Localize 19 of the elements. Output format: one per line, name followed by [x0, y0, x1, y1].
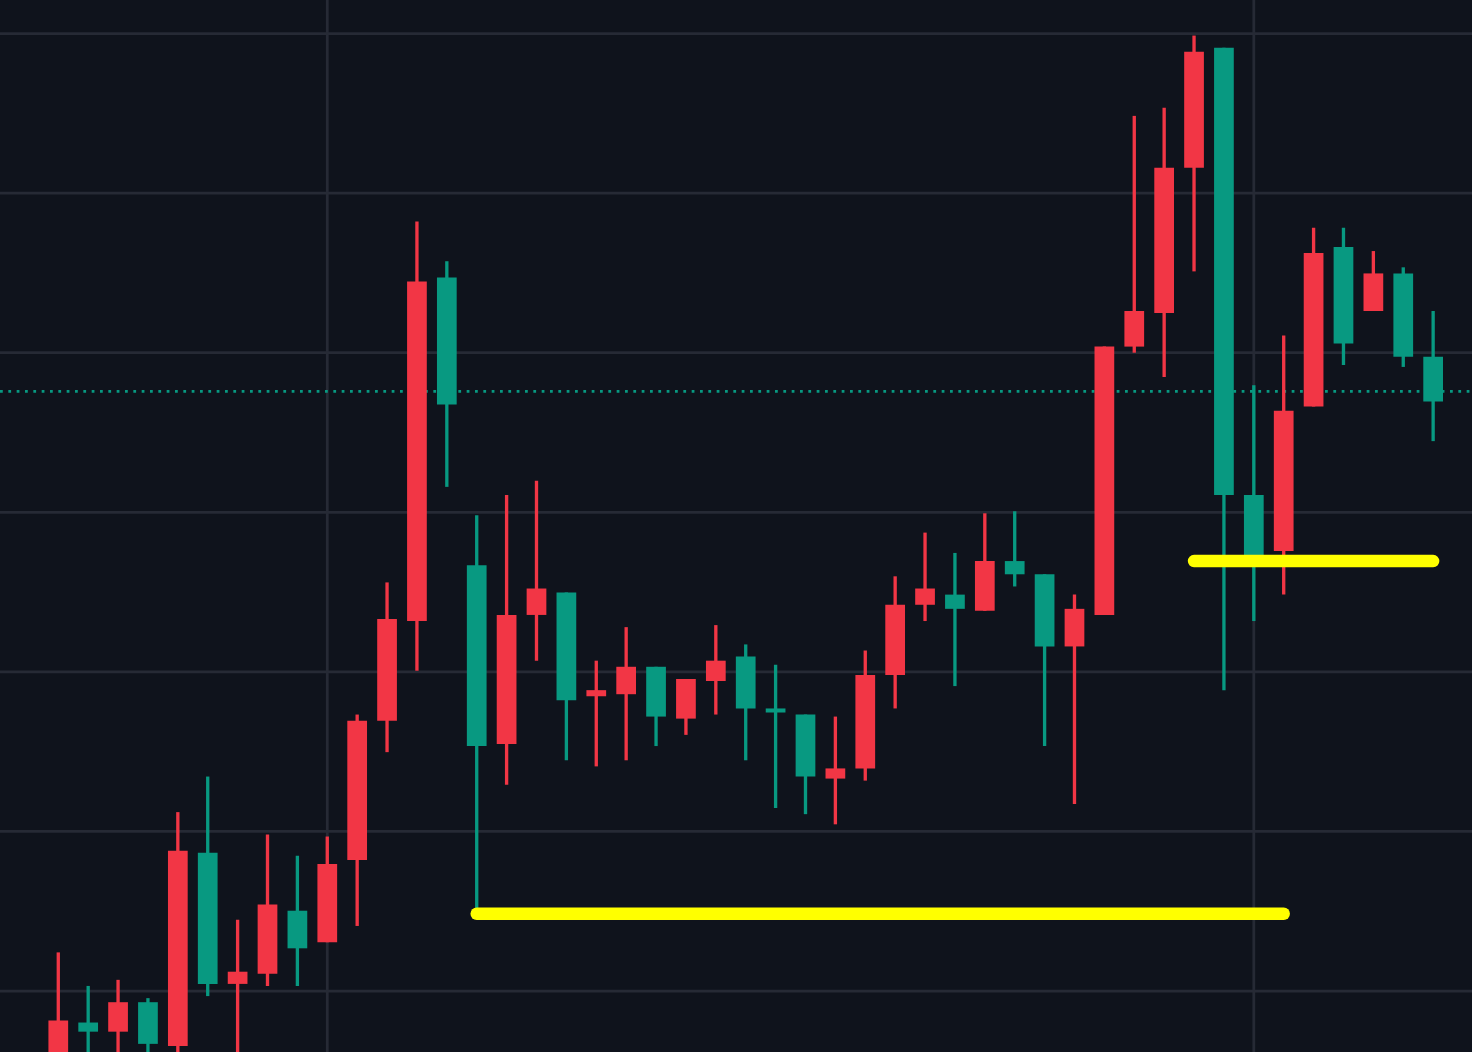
candlestick [1363, 249, 1384, 313]
candlestick [945, 551, 965, 688]
candlestick [108, 978, 128, 1052]
candlestick [287, 854, 308, 988]
candlestick [1004, 509, 1025, 589]
candlestick [765, 663, 786, 810]
candlestick [227, 918, 248, 1052]
candlestick [676, 677, 696, 737]
candlestick [705, 623, 726, 717]
candlestick [138, 996, 158, 1052]
candlestick [616, 625, 637, 762]
candlestick [586, 659, 607, 769]
candlestick [78, 984, 99, 1052]
candlestick [1064, 592, 1085, 806]
candlestick [48, 950, 69, 1052]
candlestick [526, 479, 547, 663]
candlestick [1124, 114, 1145, 355]
candlestick [825, 714, 846, 826]
candlestick [915, 530, 935, 623]
